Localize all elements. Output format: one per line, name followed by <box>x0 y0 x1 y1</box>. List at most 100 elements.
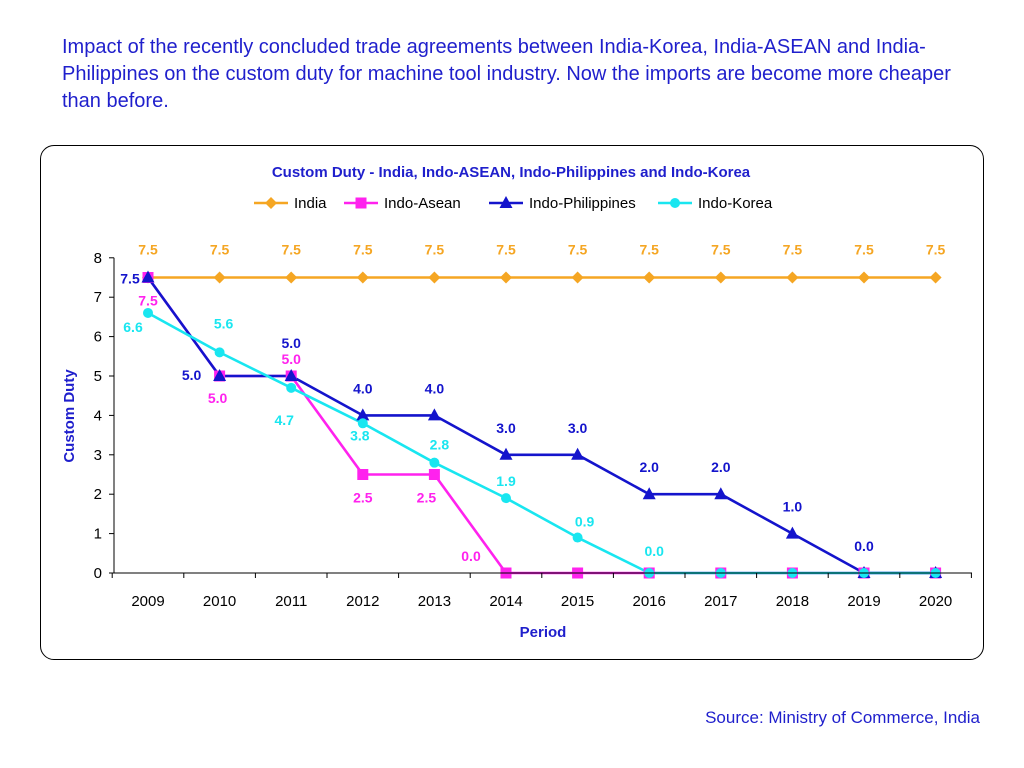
data-point-indo-philippines <box>213 369 227 381</box>
data-point-india <box>213 271 226 284</box>
data-point-indo-asean <box>428 469 440 480</box>
data-label: 7.5 <box>120 271 140 287</box>
y-tick-label: 2 <box>94 486 102 503</box>
data-label: 7.5 <box>210 242 230 258</box>
legend-marker <box>670 198 680 208</box>
y-tick-label: 0 <box>94 565 102 582</box>
x-tick-label: 2016 <box>633 593 666 610</box>
data-label: 5.0 <box>182 367 202 383</box>
x-tick-label: 2009 <box>131 593 164 610</box>
data-label: 4.7 <box>274 412 294 428</box>
x-tick-label: 2010 <box>203 593 236 610</box>
intro-text: Impact of the recently concluded trade a… <box>62 36 951 112</box>
data-label: 4.0 <box>353 380 373 396</box>
chart-title: Custom Duty - India, Indo-ASEAN, Indo-Ph… <box>272 164 751 181</box>
data-point-india <box>929 271 942 284</box>
y-tick-label: 5 <box>94 368 102 385</box>
y-tick-label: 4 <box>94 407 102 424</box>
data-label: 2.5 <box>353 490 373 506</box>
x-tick-label: 2017 <box>704 593 737 610</box>
data-label: 3.0 <box>568 420 588 436</box>
data-point-indo-korea <box>143 307 153 318</box>
data-label: 7.5 <box>138 242 158 258</box>
data-point-indo-korea <box>214 347 225 358</box>
x-tick-label: 2020 <box>919 593 952 610</box>
data-label: 1.0 <box>783 499 803 515</box>
data-point-india <box>356 271 369 284</box>
data-label: 7.5 <box>568 242 588 258</box>
x-tick-label: 2018 <box>776 593 809 610</box>
data-label: 2.0 <box>711 459 731 475</box>
legend-marker <box>499 196 513 208</box>
data-point-india <box>786 271 799 284</box>
data-label: 3.8 <box>350 427 370 443</box>
y-tick-label: 7 <box>94 289 102 306</box>
data-label: 2.5 <box>417 490 437 506</box>
data-point-india <box>285 271 298 284</box>
legend-label: Indo-Asean <box>384 195 461 212</box>
data-point-indo-korea <box>286 382 297 393</box>
data-point-indo-philippines <box>785 526 799 539</box>
data-label: 7.5 <box>425 242 445 258</box>
data-point-indo-philippines <box>499 447 513 460</box>
data-label: 7.5 <box>138 293 158 309</box>
data-label: 3.0 <box>496 420 516 436</box>
y-tick-label: 1 <box>94 526 102 543</box>
data-label: 7.5 <box>926 242 946 258</box>
data-point-indo-philippines <box>427 408 441 421</box>
data-point-indo-philippines <box>714 487 728 500</box>
data-label: 7.5 <box>783 242 803 258</box>
data-point-indo-asean <box>357 469 369 480</box>
data-point-india <box>643 271 656 284</box>
data-label: 0.0 <box>644 543 664 559</box>
data-point-indo-philippines <box>642 487 656 500</box>
data-label: 7.5 <box>854 242 874 258</box>
data-label: 0.0 <box>461 548 481 564</box>
x-tick-label: 2013 <box>418 593 451 610</box>
data-point-indo-philippines <box>284 369 298 381</box>
data-point-indo-philippines <box>571 447 585 460</box>
data-label: 5.0 <box>281 335 301 351</box>
data-point-india <box>500 271 512 284</box>
x-tick-label: 2014 <box>489 593 522 610</box>
data-label: 7.5 <box>281 242 301 258</box>
x-tick-label: 2012 <box>346 593 379 610</box>
data-label: 5.6 <box>214 315 234 331</box>
x-tick-label: 2015 <box>561 593 594 610</box>
legend-label: Indo-Philippines <box>529 195 636 212</box>
data-point-india <box>858 271 870 284</box>
data-label: 5.0 <box>281 351 301 367</box>
x-tick-label: 2019 <box>847 593 880 610</box>
data-label: 0.9 <box>575 514 595 530</box>
data-label: 2.0 <box>639 459 659 475</box>
legend-marker <box>355 197 367 209</box>
data-label: 5.0 <box>208 390 228 406</box>
source-note: Source: Ministry of Commerce, India <box>705 708 980 727</box>
data-label: 7.5 <box>353 242 373 258</box>
x-axis-title: Period <box>520 624 567 641</box>
data-label: 1.9 <box>496 473 516 489</box>
series-line-indo-asean <box>146 276 936 575</box>
data-point-india <box>571 271 584 284</box>
data-label: 7.5 <box>639 242 659 258</box>
data-label: 4.0 <box>425 380 445 396</box>
data-point-india <box>428 271 441 284</box>
data-label: 2.8 <box>430 437 450 453</box>
data-point-india <box>714 271 727 284</box>
y-tick-label: 3 <box>94 447 102 464</box>
series-line-indo-philippines <box>146 276 936 575</box>
data-point-indo-philippines <box>141 270 155 283</box>
data-point-indo-korea <box>501 493 511 504</box>
data-point-indo-philippines <box>356 408 370 421</box>
data-point-indo-korea <box>572 532 583 543</box>
legend-label: India <box>294 195 327 212</box>
y-tick-label: 8 <box>94 250 102 267</box>
data-point-indo-korea <box>357 418 368 429</box>
legend-marker <box>265 197 277 209</box>
data-label: 0.0 <box>854 538 874 554</box>
legend-label: Indo-Korea <box>698 195 773 212</box>
x-tick-label: 2011 <box>275 593 307 610</box>
data-label: 7.5 <box>496 242 516 258</box>
y-tick-label: 6 <box>94 329 102 346</box>
